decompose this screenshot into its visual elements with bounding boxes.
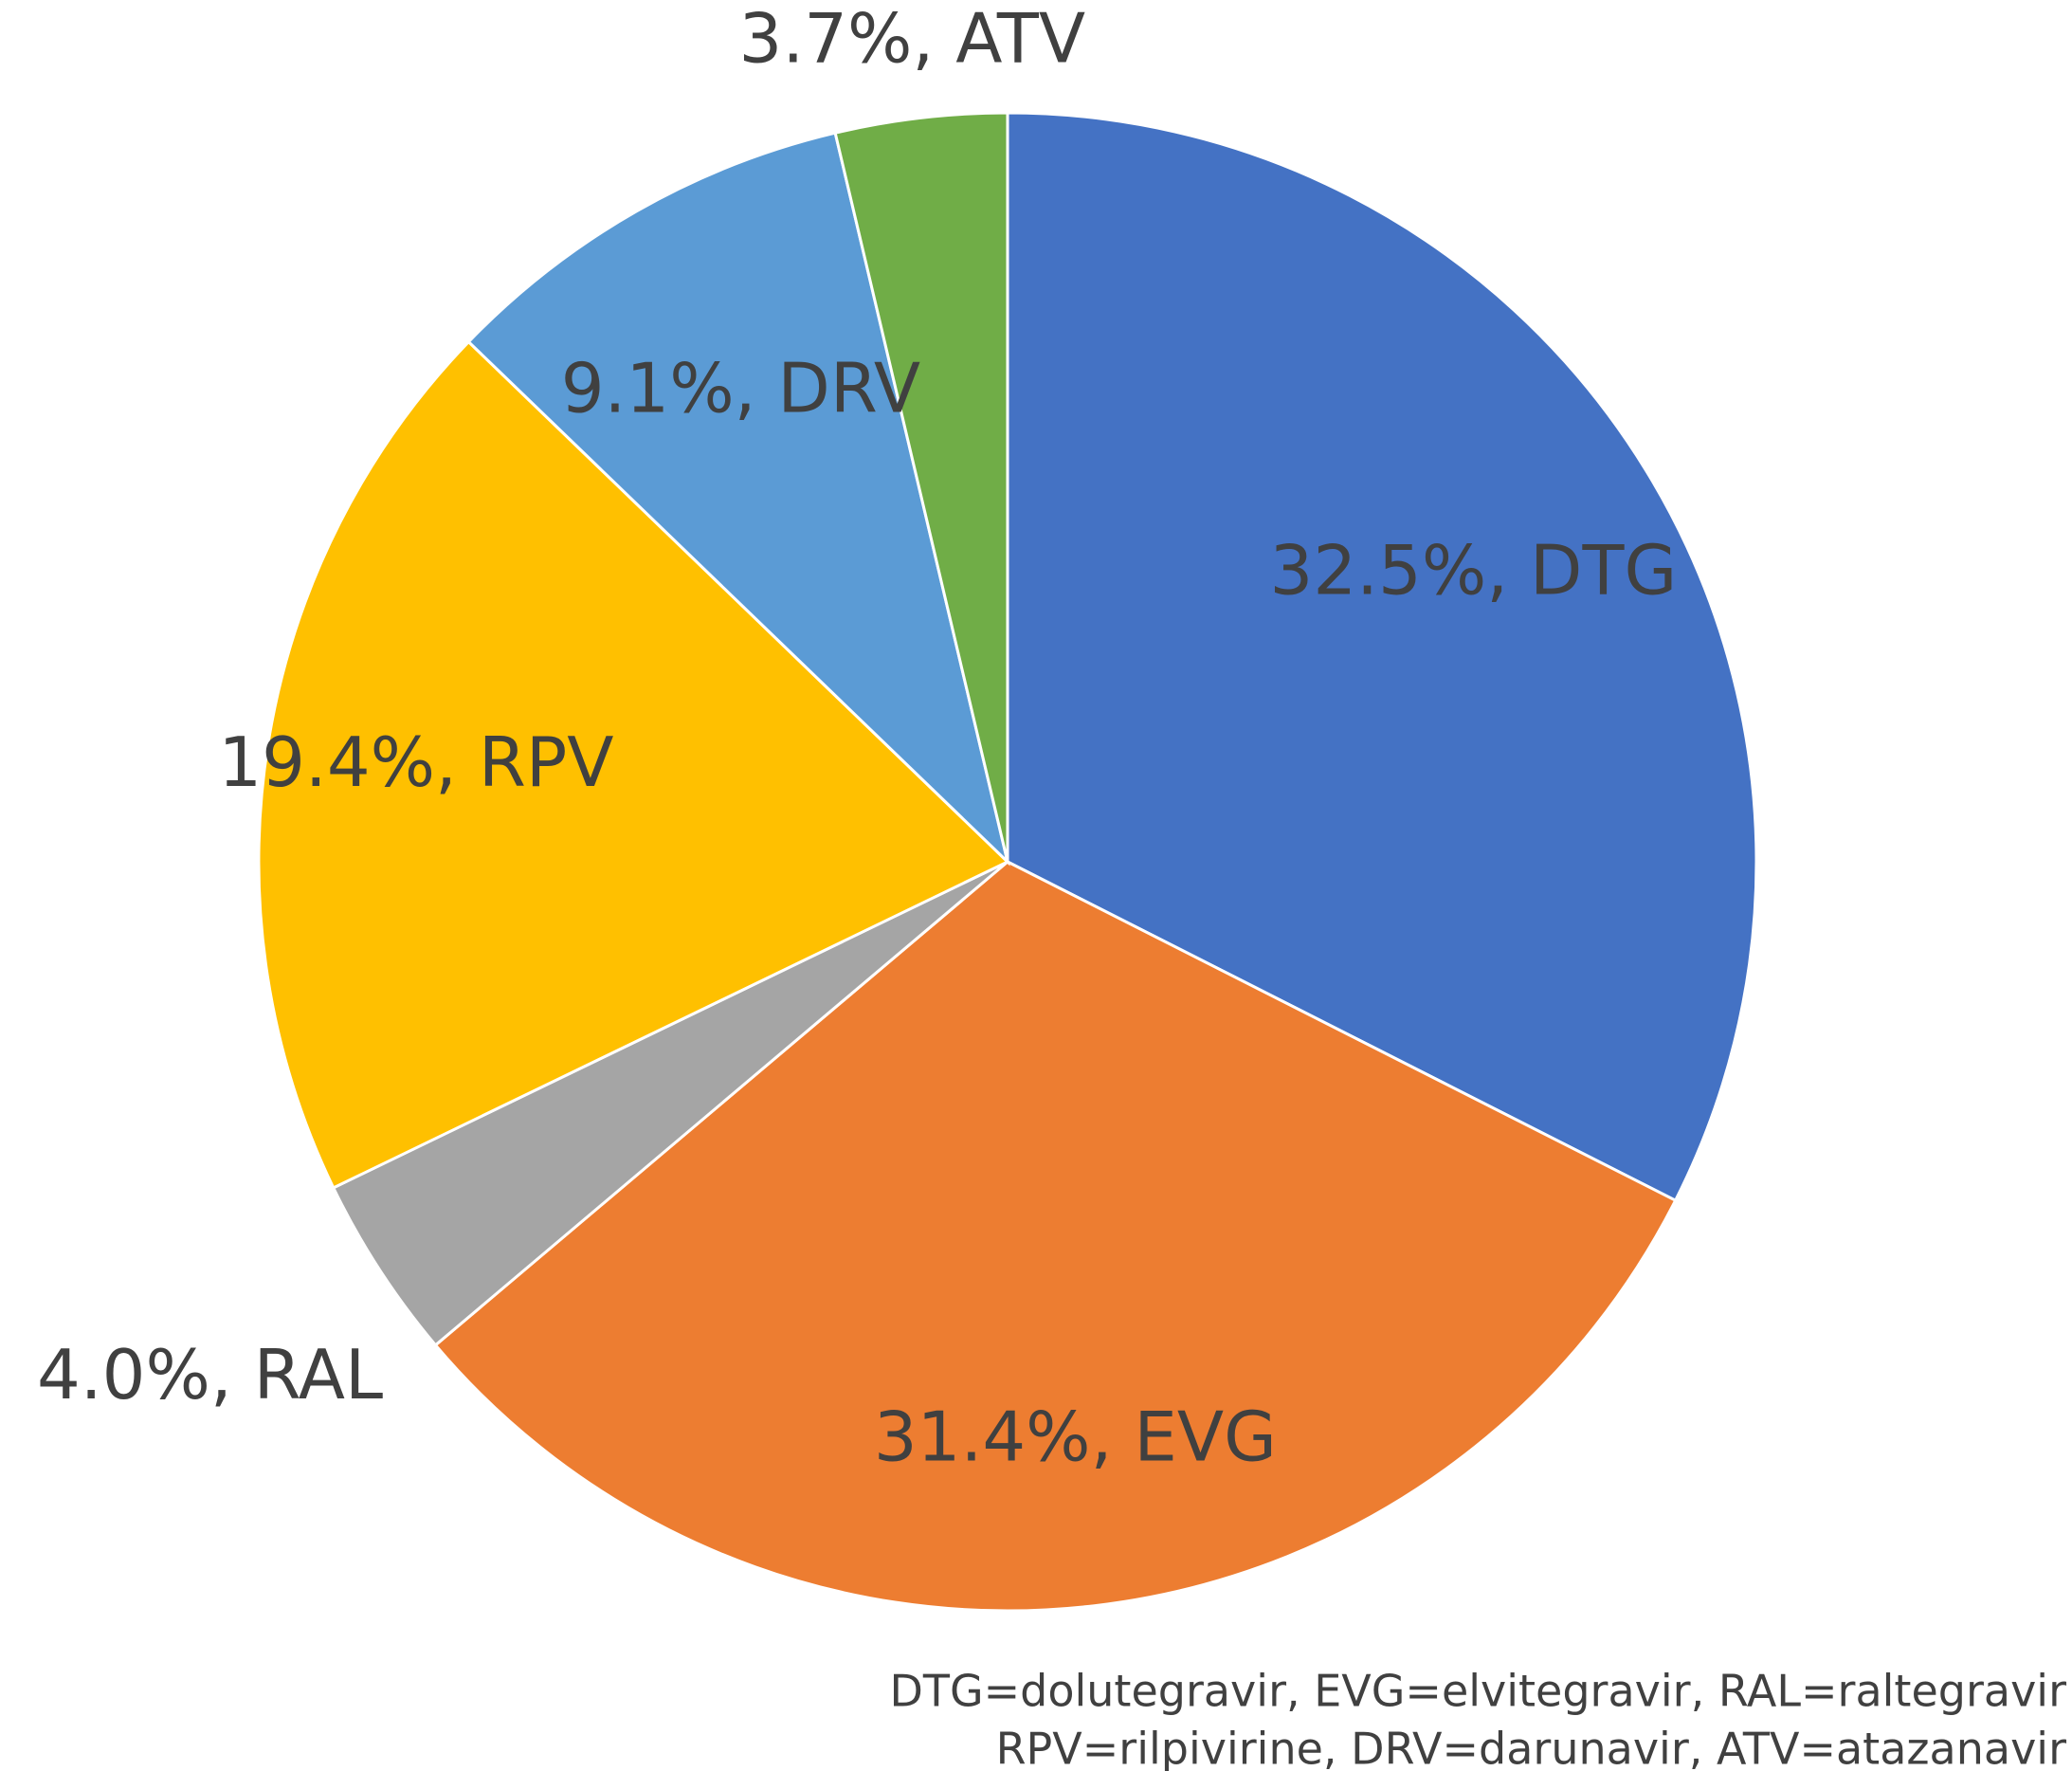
- pie-slice: [331, 860, 1009, 1347]
- pie-slice: [833, 111, 1009, 863]
- data-label: 3.7%, ATV: [739, 0, 1086, 78]
- footnote: RPV=rilpivirine, DRV=darunavir, ATV=ataz…: [996, 1724, 2066, 1771]
- footnote: DTG=dolutegravir, EVG=elvitegravir, RAL=…: [889, 1666, 2066, 1717]
- data-label: 9.1%, DRV: [561, 348, 920, 428]
- pie-slice: [257, 339, 1010, 1190]
- pie-slice: [466, 131, 1010, 867]
- data-label: 4.0%, RAL: [37, 1335, 383, 1415]
- pie-slice: [433, 860, 1678, 1613]
- data-label: 19.4%, RPV: [218, 722, 613, 802]
- pie-slice: [1006, 111, 1758, 1203]
- data-label: 31.4%, EVG: [874, 1397, 1277, 1477]
- data-label: 32.5%, DTG: [1270, 531, 1678, 611]
